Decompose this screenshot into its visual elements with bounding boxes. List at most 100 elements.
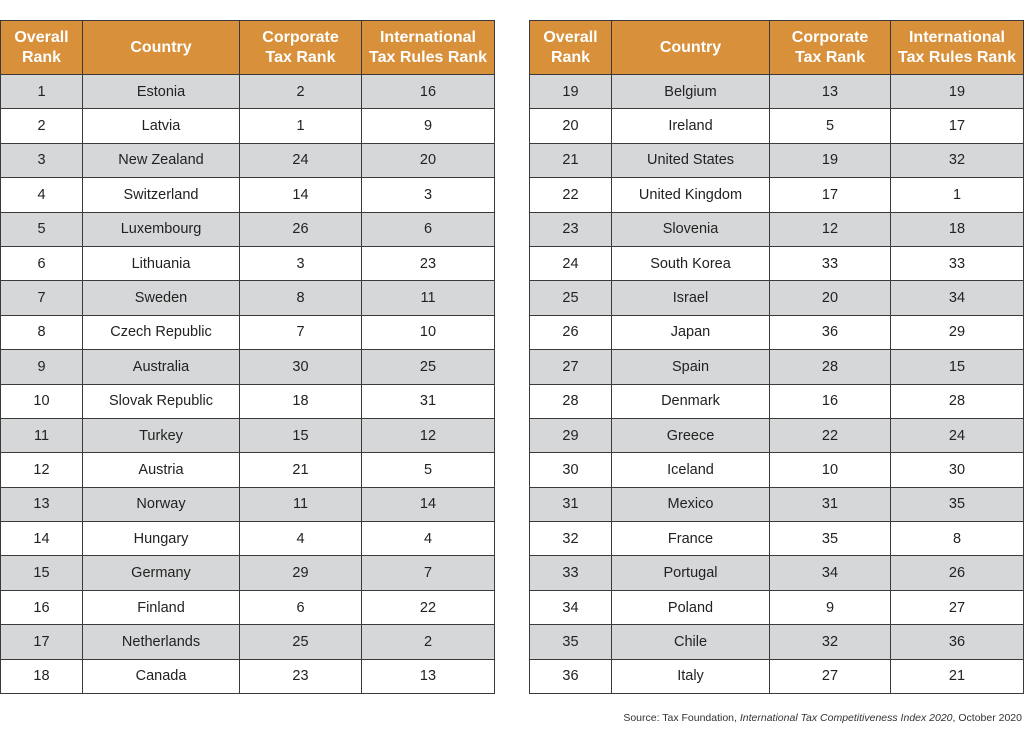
table-cell: Australia: [82, 349, 240, 385]
table-cell: 33: [529, 555, 612, 591]
table-cell: 34: [529, 589, 612, 626]
table-cell: Slovenia: [611, 211, 770, 247]
table-cell: 31: [361, 383, 495, 419]
column-header: Corporate Tax Rank: [769, 20, 891, 75]
table-cell: Portugal: [611, 555, 770, 591]
table-row: 18 Canada 23 13: [0, 658, 495, 695]
table-cell: 17: [890, 108, 1024, 144]
table-cell: 15: [239, 417, 362, 454]
table-row: 9 Australia 30 25: [0, 349, 495, 385]
column-header: Overall Rank: [0, 20, 83, 75]
table-cell: 25: [529, 280, 612, 316]
table-row: 28 Denmark 16 28: [529, 383, 1024, 419]
table-cell: 4: [239, 521, 362, 557]
table-cell: 20: [529, 108, 612, 144]
header-line: Country: [659, 38, 722, 56]
table-cell: 1: [239, 108, 362, 144]
table-cell: Poland: [611, 589, 770, 626]
header-line: Rank: [550, 48, 591, 66]
table-cell: 23: [239, 658, 362, 695]
table-cell: 13: [361, 658, 495, 695]
table-cell: Czech Republic: [82, 314, 240, 351]
table-cell: 36: [529, 658, 612, 695]
table-cell: 17: [769, 177, 891, 213]
header-line: Tax Rules Rank: [898, 48, 1016, 66]
table-cell: 8: [0, 314, 83, 351]
table-cell: 8: [239, 280, 362, 316]
table-row: 31 Mexico 31 35: [529, 486, 1024, 523]
table-cell: 24: [529, 245, 612, 282]
table-cell: 27: [890, 589, 1024, 626]
table-cell: 29: [239, 555, 362, 591]
table-cell: 10: [361, 314, 495, 351]
table-cell: 12: [0, 452, 83, 488]
table-row: 16 Finland 6 22: [0, 589, 495, 626]
table-cell: 3: [239, 245, 362, 282]
table-cell: 9: [0, 349, 83, 385]
table-cell: 33: [890, 245, 1024, 282]
table-row: 15 Germany 29 7: [0, 555, 495, 591]
table-cell: 26: [529, 314, 612, 351]
table-cell: 14: [0, 521, 83, 557]
table-cell: 28: [890, 383, 1024, 419]
header-line: Corporate: [791, 28, 869, 46]
table-cell: 22: [769, 417, 891, 454]
table-row: 25 Israel 20 34: [529, 280, 1024, 316]
table-row: 11 Turkey 15 12: [0, 417, 495, 454]
table-cell: 30: [890, 452, 1024, 488]
table-row: 24 South Korea 33 33: [529, 245, 1024, 282]
table-cell: 27: [529, 349, 612, 385]
table-cell: 21: [239, 452, 362, 488]
table-cell: Iceland: [611, 452, 770, 488]
table-row: 29 Greece 22 24: [529, 417, 1024, 454]
table-cell: 28: [529, 383, 612, 419]
table-cell: 2: [239, 73, 362, 110]
column-header: Country: [611, 20, 770, 75]
table-cell: Italy: [611, 658, 770, 695]
table-cell: 13: [0, 486, 83, 523]
table-cell: 22: [361, 589, 495, 626]
table-cell: 25: [361, 349, 495, 385]
table-row: 4 Switzerland 14 3: [0, 177, 495, 213]
table-cell: 20: [361, 142, 495, 179]
table-cell: 5: [769, 108, 891, 144]
table-cell: 30: [239, 349, 362, 385]
source-title: International Tax Competitiveness Index …: [739, 712, 953, 724]
table-cell: 14: [239, 177, 362, 213]
table-cell: Spain: [611, 349, 770, 385]
table-cell: 26: [890, 555, 1024, 591]
table-cell: 12: [361, 417, 495, 454]
table-row: 19 Belgium 13 19: [529, 73, 1024, 110]
table-cell: 36: [890, 624, 1024, 660]
column-header: International Tax Rules Rank: [361, 20, 495, 75]
table-cell: 9: [361, 108, 495, 144]
table-cell: 18: [890, 211, 1024, 247]
table-cell: South Korea: [611, 245, 770, 282]
table-cell: 1: [890, 177, 1024, 213]
table-cell: 36: [769, 314, 891, 351]
table-row: 35 Chile 32 36: [529, 624, 1024, 660]
table-cell: 16: [769, 383, 891, 419]
table-cell: Turkey: [82, 417, 240, 454]
table-cell: 35: [890, 486, 1024, 523]
table-cell: Mexico: [611, 486, 770, 523]
table-cell: 34: [890, 280, 1024, 316]
table-row: 26 Japan 36 29: [529, 314, 1024, 351]
table-cell: Austria: [82, 452, 240, 488]
table-row: 12 Austria 21 5: [0, 452, 495, 488]
table-row: 2 Latvia 1 9: [0, 108, 495, 144]
header-line: Overall: [14, 28, 69, 46]
table-cell: 3: [361, 177, 495, 213]
table-row: 33 Portugal 34 26: [529, 555, 1024, 591]
table-cell: 16: [0, 589, 83, 626]
table-cell: 11: [361, 280, 495, 316]
table-cell: 19: [890, 73, 1024, 110]
table-row: 3 New Zealand 24 20: [0, 142, 495, 179]
table-cell: 29: [890, 314, 1024, 351]
table-row: 17 Netherlands 25 2: [0, 624, 495, 660]
table-cell: Latvia: [82, 108, 240, 144]
table-row: 1 Estonia 2 16: [0, 73, 495, 110]
table-cell: United Kingdom: [611, 177, 770, 213]
table-row: 6 Lithuania 3 23: [0, 245, 495, 282]
